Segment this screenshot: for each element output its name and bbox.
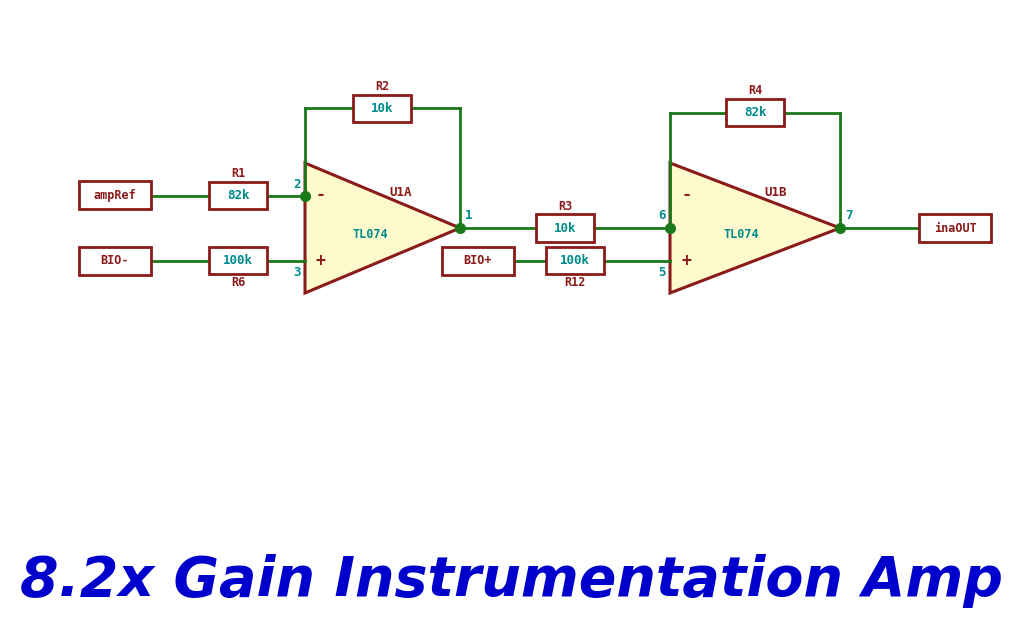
FancyBboxPatch shape (79, 246, 151, 275)
Text: 8.2x Gain Instrumentation Amp: 8.2x Gain Instrumentation Amp (20, 554, 1004, 608)
Text: +: + (682, 251, 692, 270)
FancyBboxPatch shape (536, 215, 594, 242)
Text: 1: 1 (465, 209, 472, 222)
Text: 6: 6 (658, 209, 666, 222)
Text: R12: R12 (564, 276, 586, 289)
FancyBboxPatch shape (79, 182, 151, 210)
Text: 7: 7 (845, 209, 853, 222)
Text: 100k: 100k (223, 254, 253, 267)
Text: -: - (682, 187, 692, 204)
Text: TL074: TL074 (724, 228, 759, 241)
Text: ampRef: ampRef (93, 189, 136, 202)
Text: BIO+: BIO+ (464, 254, 493, 267)
Text: U1A: U1A (390, 186, 413, 199)
Text: 100k: 100k (560, 254, 590, 267)
Text: R3: R3 (558, 199, 572, 213)
Polygon shape (670, 163, 840, 293)
Text: -: - (315, 187, 326, 204)
FancyBboxPatch shape (209, 182, 267, 209)
Text: 5: 5 (658, 265, 666, 279)
Text: 10k: 10k (554, 222, 577, 234)
Text: R2: R2 (376, 80, 389, 92)
FancyBboxPatch shape (726, 99, 784, 127)
Text: R1: R1 (230, 167, 245, 180)
Text: 3: 3 (294, 265, 301, 279)
Text: BIO-: BIO- (100, 254, 129, 267)
Text: inaOUT: inaOUT (934, 222, 976, 234)
Text: U1B: U1B (764, 186, 786, 199)
Text: 82k: 82k (226, 189, 249, 202)
Text: R4: R4 (748, 84, 762, 97)
Text: R6: R6 (230, 276, 245, 289)
FancyBboxPatch shape (442, 246, 514, 275)
Text: TL074: TL074 (352, 228, 388, 241)
Text: 10k: 10k (372, 101, 394, 115)
FancyBboxPatch shape (209, 247, 267, 274)
Text: 2: 2 (294, 177, 301, 191)
Text: 82k: 82k (743, 106, 766, 120)
FancyBboxPatch shape (546, 247, 604, 274)
FancyBboxPatch shape (919, 214, 991, 242)
Text: +: + (315, 251, 326, 270)
Polygon shape (305, 163, 460, 293)
FancyBboxPatch shape (353, 94, 412, 122)
